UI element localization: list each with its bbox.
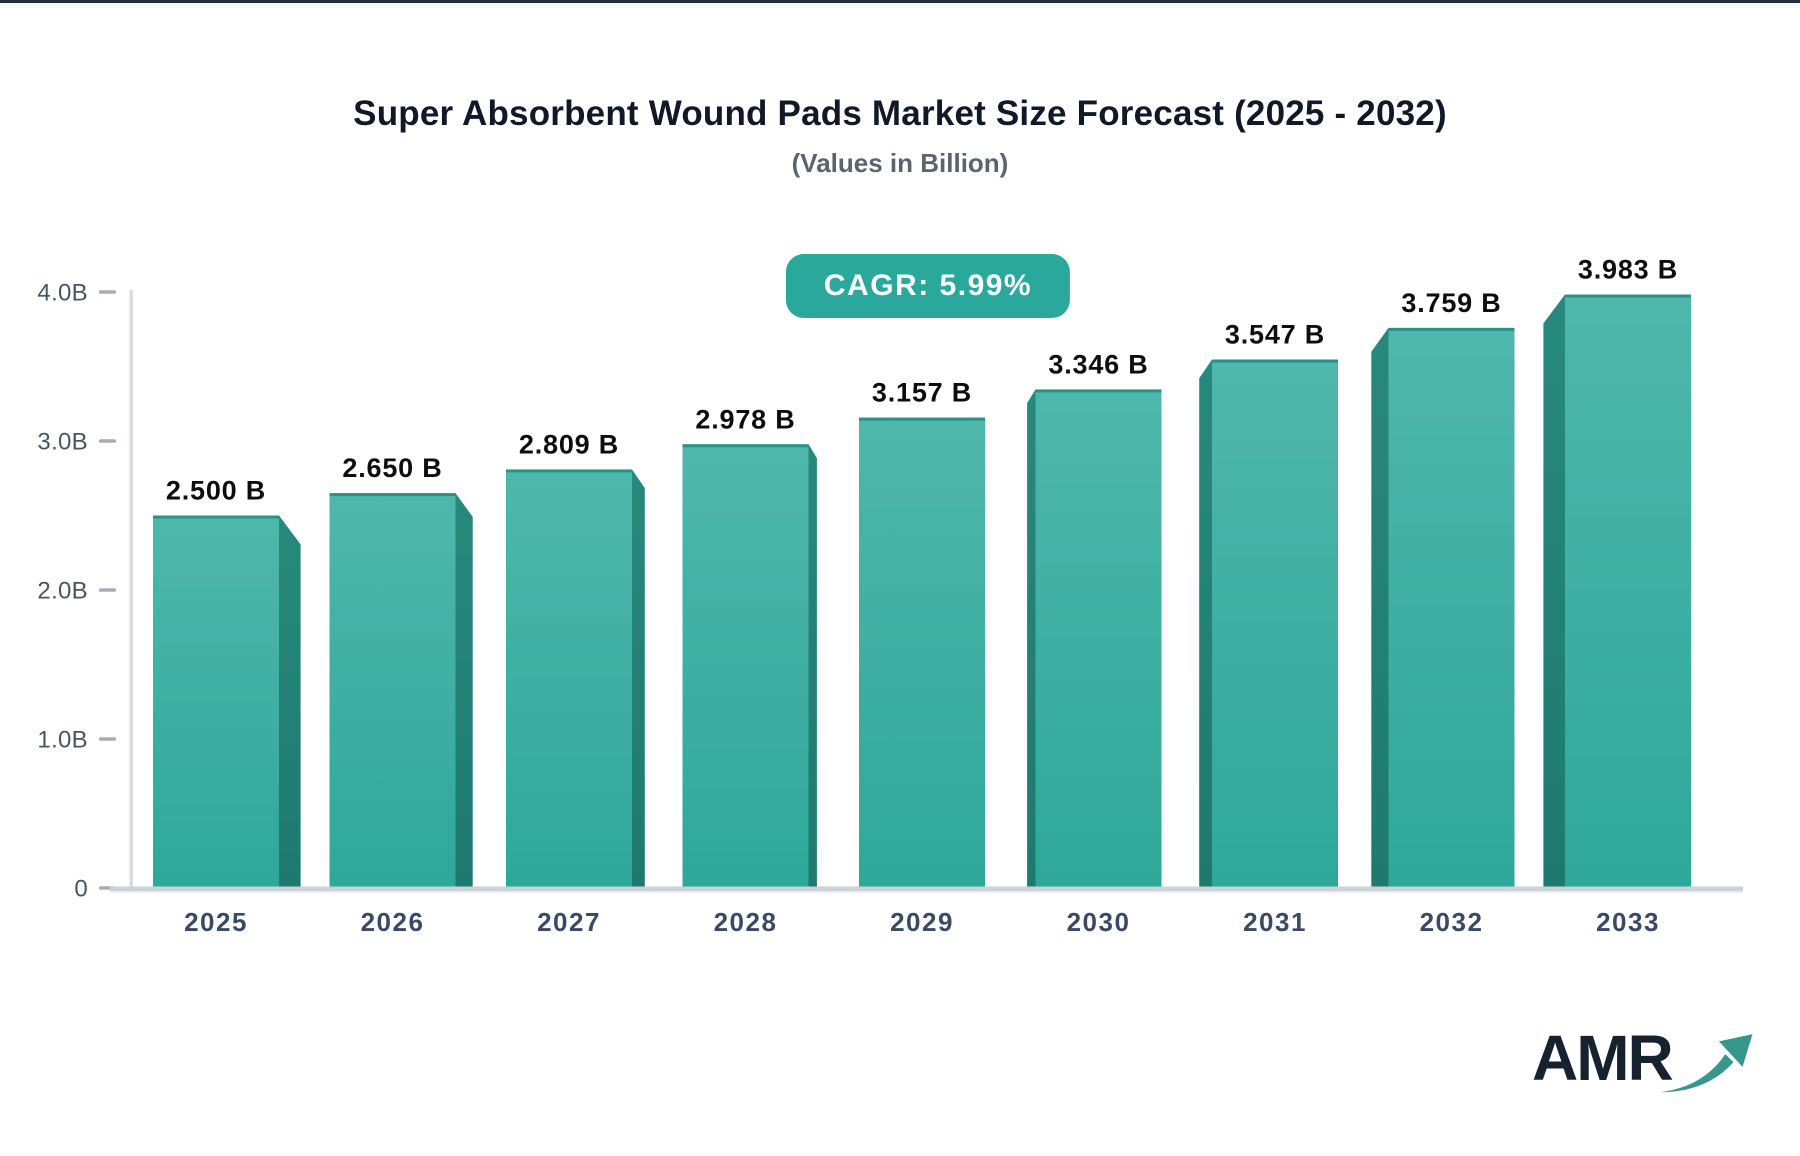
amr-logo-text: AMR	[1532, 1022, 1674, 1094]
bar-value-label: 3.759 B	[1401, 288, 1501, 318]
bar-top-edge	[859, 417, 985, 421]
bar-group: 2.809 B 2027	[506, 429, 645, 937]
bar	[859, 417, 985, 887]
bar	[682, 444, 809, 887]
growth-arrow-head	[1718, 1034, 1753, 1067]
bar-value-label: 3.157 B	[872, 378, 972, 408]
growth-arrow-icon	[1659, 1034, 1753, 1093]
bar-top-edge	[1212, 359, 1338, 363]
bar-group: 3.983 B 2033	[1543, 255, 1691, 937]
growth-arrow-swoosh	[1659, 1054, 1734, 1093]
x-axis-line	[110, 886, 1743, 891]
bar-value-label: 2.978 B	[695, 404, 795, 434]
bar	[329, 493, 456, 887]
bar-side-face	[1199, 359, 1212, 887]
x-tick-label: 2030	[1067, 907, 1131, 937]
bar-side-face	[1371, 327, 1389, 887]
y-tick-label: 3.0B	[37, 429, 88, 456]
bar-top-edge	[1565, 294, 1691, 298]
y-axis-line	[129, 290, 133, 888]
y-tick-mark	[99, 737, 116, 741]
cagr-badge: CAGR: 5.99%	[785, 254, 1071, 318]
top-border-soft	[0, 3, 1800, 8]
x-axis-line-soft	[110, 891, 1743, 893]
x-tick-label: 2032	[1420, 907, 1484, 937]
bar-side-face	[279, 515, 301, 887]
bar-group: 2.650 B 2026	[329, 453, 473, 937]
bar-group: 3.346 B 2030	[1027, 349, 1162, 937]
y-tick-label: 2.0B	[37, 578, 88, 605]
y-tick-label: 4.0B	[37, 280, 88, 307]
bar-value-label: 2.650 B	[342, 453, 442, 483]
bar-value-label: 2.809 B	[519, 429, 619, 459]
y-tick-label: 0	[74, 876, 88, 903]
bar-top-edge	[1388, 327, 1515, 331]
bar-value-label: 3.346 B	[1048, 349, 1148, 379]
bar	[1565, 294, 1691, 888]
bar-side-face	[632, 469, 645, 887]
y-tick-label: 1.0B	[37, 727, 88, 754]
bar-top-edge	[1035, 389, 1162, 393]
bar-top-edge	[682, 444, 809, 448]
y-tick-mark	[99, 588, 116, 592]
amr-logo: AMR	[1532, 1026, 1758, 1100]
bar-value-label: 3.983 B	[1578, 255, 1678, 285]
y-tick-mark	[99, 439, 116, 443]
bar-value-label: 2.500 B	[166, 476, 266, 506]
bar-side-face	[808, 444, 817, 887]
bar	[1212, 359, 1338, 887]
x-tick-label: 2029	[890, 907, 954, 937]
bar-top-edge	[506, 469, 632, 473]
bar	[506, 469, 632, 887]
bar-top-edge	[153, 515, 279, 519]
x-tick-label: 2033	[1596, 907, 1660, 937]
chart-title: Super Absorbent Wound Pads Market Size F…	[353, 94, 1447, 133]
x-tick-label: 2027	[537, 907, 601, 937]
y-tick-mark	[99, 290, 116, 294]
x-tick-label: 2026	[361, 907, 425, 937]
bar-group: 2.978 B 2028	[682, 404, 817, 937]
top-border	[0, 0, 1800, 3]
bar-value-label: 3.547 B	[1225, 319, 1325, 349]
bar	[153, 515, 279, 887]
bar-side-face	[1027, 389, 1036, 887]
bar-group: 3.157 B 2029	[859, 378, 985, 937]
bar	[1035, 389, 1162, 887]
bar-side-face	[455, 493, 473, 887]
x-tick-label: 2031	[1243, 907, 1307, 937]
chart-subtitle: (Values in Billion)	[791, 148, 1009, 178]
bar-side-face	[1543, 294, 1565, 888]
bar	[1388, 327, 1515, 887]
bar-group: 3.547 B 2031	[1199, 319, 1338, 937]
bar-group: 2.500 B 2025	[153, 476, 301, 937]
bar-top-edge	[329, 493, 456, 497]
bar-group: 3.759 B 2032	[1371, 288, 1515, 937]
x-tick-label: 2025	[184, 907, 248, 937]
x-tick-label: 2028	[714, 907, 778, 937]
